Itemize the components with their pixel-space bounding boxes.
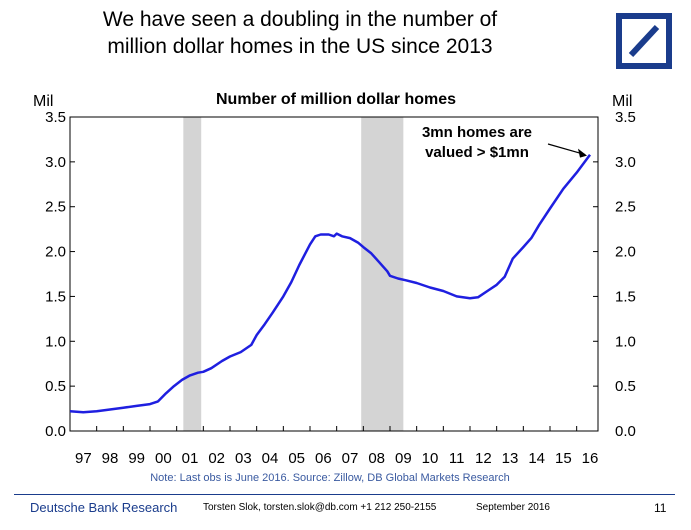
x-tick-label: 16 xyxy=(582,450,599,467)
slide-footer: Deutsche Bank Research Torsten Slok, tor… xyxy=(0,494,691,530)
x-tick-label: 07 xyxy=(342,450,359,467)
x-tick-label: 98 xyxy=(102,450,119,467)
y-axis-label-left: Mil xyxy=(33,93,53,110)
y-tick-label-left: 2.5 xyxy=(45,199,66,216)
slide-title-line-2: million dollar homes in the US since 201… xyxy=(107,35,493,58)
x-tick-label: 04 xyxy=(262,450,279,467)
annotation-arrow-shaft xyxy=(547,143,586,156)
y-axis-label-right: Mil xyxy=(612,93,632,110)
y-tick-label-right: 2.0 xyxy=(615,244,636,261)
x-tick-label: 03 xyxy=(235,450,252,467)
deutsche-bank-logo xyxy=(616,13,672,69)
x-tick-label: 00 xyxy=(155,450,172,467)
footer-page-number: 11 xyxy=(654,501,667,515)
footer-rule xyxy=(14,494,675,495)
y-tick-label-right: 0.0 xyxy=(615,423,636,440)
y-tick-label-left: 2.0 xyxy=(45,244,66,261)
x-tick-label: 02 xyxy=(208,450,225,467)
recession-band-2 xyxy=(361,117,404,431)
x-tick-label: 99 xyxy=(128,450,145,467)
y-tick-label-left: 0.5 xyxy=(45,378,66,395)
x-tick-label: 13 xyxy=(502,450,519,467)
x-tick-label: 14 xyxy=(528,450,545,467)
annotation-line-1: 3mn homes are xyxy=(422,124,532,141)
x-tick-label: 08 xyxy=(368,450,385,467)
footer-date: September 2016 xyxy=(476,502,550,513)
x-tick-label: 09 xyxy=(395,450,412,467)
logo-frame xyxy=(616,13,672,69)
series-line-1 xyxy=(69,153,592,414)
footer-contact: Torsten Slok, torsten.slok@db.com +1 212… xyxy=(203,502,437,513)
x-tick-label: 97 xyxy=(75,450,92,467)
y-tick-label-right: 3.5 xyxy=(615,109,636,126)
annotation-line-2: valued > $1mn xyxy=(425,144,529,161)
y-tick-label-left: 1.5 xyxy=(45,288,66,305)
chart-title: Number of million dollar homes xyxy=(216,91,456,108)
x-tick-label: 11 xyxy=(449,450,465,467)
x-tick-label: 06 xyxy=(315,450,332,467)
y-tick-label-right: 2.5 xyxy=(615,199,636,216)
x-tick-label: 15 xyxy=(555,450,572,467)
million-dollar-homes-chart: 0.0 0.0 0.5 0.5 1.0 1.0 1.5 1.5 2.0 2.0 2.5 2.5 3.0 3… xyxy=(33,91,636,484)
y-tick-label-right: 0.5 xyxy=(615,378,636,395)
y-tick-label-left: 1.0 xyxy=(45,333,66,350)
slide-title: We have seen a doubling in the number of… xyxy=(60,6,540,60)
plot-frame xyxy=(69,116,599,432)
y-tick-label-left: 0.0 xyxy=(45,423,66,440)
x-tick-label: 05 xyxy=(288,450,305,467)
footer-brand: Deutsche Bank Research xyxy=(30,500,178,515)
annotation-arrow-head xyxy=(578,148,587,158)
x-tick-label: 01 xyxy=(182,450,199,467)
chart-source-note: Note: Last obs is June 2016. Source: Zil… xyxy=(150,472,510,484)
recession-band-1 xyxy=(183,117,202,431)
y-tick-label-right: 1.5 xyxy=(615,288,636,305)
y-tick-label-left: 3.0 xyxy=(45,154,66,171)
slide-title-line-1: We have seen a doubling in the number of xyxy=(102,8,498,31)
y-tick-label-left: 3.5 xyxy=(45,109,66,126)
logo-slash xyxy=(628,24,660,58)
y-tick-label-right: 3.0 xyxy=(615,154,636,171)
x-tick-label: 12 xyxy=(475,450,492,467)
y-tick-label-right: 1.0 xyxy=(615,333,636,350)
x-tick-label: 10 xyxy=(422,450,439,467)
